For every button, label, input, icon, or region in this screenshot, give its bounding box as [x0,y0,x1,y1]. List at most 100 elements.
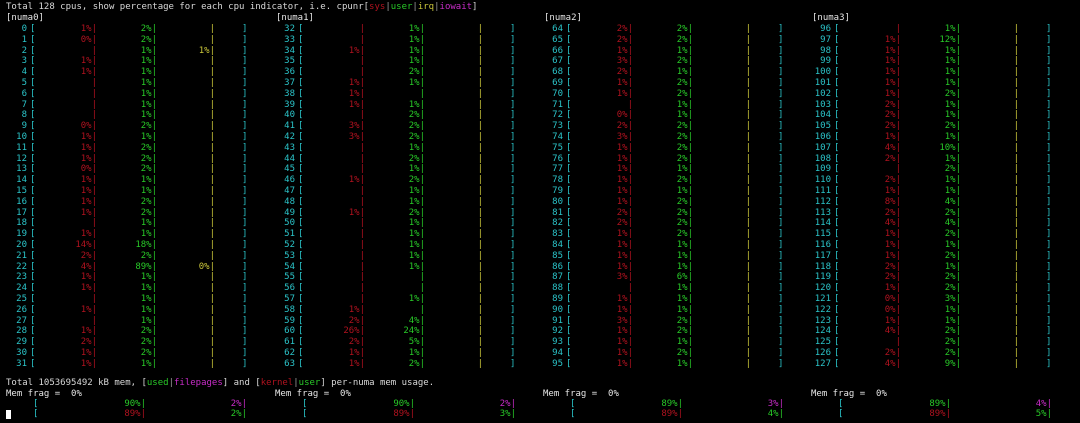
cpu-irq-value: | [745,293,751,304]
cpu-bar-left-bracket: [ [834,250,840,261]
cpu-irq-value: | [1013,175,1019,186]
cpu-user-value: 2%| [408,131,425,142]
cpu-bar-right-bracket: ] [510,239,516,250]
cpu-sys-value: 4%| [80,261,97,272]
cpu-user-value: 2%| [140,337,157,348]
cpu-bar-left-bracket: [ [298,326,304,337]
cpu-sys-value: 1%| [616,164,633,175]
cpu-number: 81 [552,207,563,218]
cpu-number: 121 [814,293,831,304]
cpu-bar-left-bracket: [ [566,34,572,45]
cpu-bar-left-bracket: [ [298,164,304,175]
cpu-sys-value: 1%| [80,67,97,78]
cpu-number: 38 [284,88,295,99]
cpu-legend-line: Total 128 cpus, show percentage for each… [6,2,478,12]
cpu-bar-left-bracket: [ [566,88,572,99]
cpu-number: 104 [814,110,831,121]
cpu-bar-left-bracket: [ [30,304,36,315]
cpu-user-value: 1%| [944,175,961,186]
mem-used-value: 90%| [393,399,415,409]
cpu-user-value: 1%| [140,358,157,369]
cpu-row: 83[1%| 2%| |] [542,229,797,240]
cpu-row: 17[1%| 2%| |] [6,208,261,219]
cpu-row: 18[| 1%| |] [6,218,261,229]
cpu-bar-left-bracket: [ [298,250,304,261]
cpu-number: 78 [552,175,563,186]
cpu-user-value: 2%| [676,153,693,164]
cpu-user-value: 1%| [140,67,157,78]
cpu-sys-value: 1%| [884,56,901,67]
cpu-bar-left-bracket: [ [298,34,304,45]
cpu-row: 116[1%| 1%| |] [810,240,1065,251]
cpu-sys-value: | [91,293,97,304]
cpu-number: 22 [16,261,27,272]
cpu-irq-value: | [1013,272,1019,283]
cpu-irq-value: | [745,45,751,56]
cpu-sys-value: 1%| [348,304,365,315]
cpu-sys-value: 3%| [616,315,633,326]
cpu-irq-value: | [477,218,483,229]
numa0-header: [numa0] [6,13,44,23]
cpu-bar-left-bracket: [ [30,326,36,337]
cpu-user-value: 2%| [676,142,693,153]
cpu-user-value: 4%| [944,218,961,229]
cpu-bar-right-bracket: ] [510,67,516,78]
cpu-row: 122[0%| 1%| |] [810,305,1065,316]
cpu-number: 127 [814,358,831,369]
cpu-sys-value: | [359,34,365,45]
cpu-number: 109 [814,164,831,175]
cpu-row: 74[3%| 2%| |] [542,132,797,143]
cpu-row: 73[2%| 2%| |] [542,121,797,132]
cpu-number: 120 [814,283,831,294]
cpu-irq-value: | [477,121,483,132]
cpu-number: 89 [552,293,563,304]
cpu-bar-left-bracket: [ [298,24,304,34]
cpu-sys-value: 0%| [884,304,901,315]
cpu-bar-left-bracket: [ [566,110,572,121]
cpu-user-value: 2%| [944,88,961,99]
cpu-number: 42 [284,131,295,142]
cpu-bar-left-bracket: [ [566,45,572,56]
cpu-number: 88 [552,283,563,294]
cpu-irq-value: | [477,261,483,272]
cpu-number: 48 [284,196,295,207]
cpu-user-value: 9%| [944,358,961,369]
cpu-number: 12 [16,153,27,164]
legend-user: user [390,2,413,12]
cpu-sys-value: 0%| [80,164,97,175]
cpu-sys-value: 1%| [884,34,901,45]
cpu-row: 32[| 1%| |] [274,24,529,35]
cpu-user-value: 2%| [408,67,425,78]
cpu-bar-left-bracket: [ [566,153,572,164]
cpu-number: 52 [284,239,295,250]
cpu-number: 32 [284,24,295,34]
cpu-irq-value: | [477,99,483,110]
cpu-irq-value: | [745,153,751,164]
cpu-row: 22[4%| 89%| 0%|] [6,262,261,273]
cpu-sys-value: 1%| [616,185,633,196]
cpu-sys-value: 26%| [343,326,365,337]
cpu-bar-right-bracket: ] [242,175,248,186]
cpu-number: 75 [552,142,563,153]
numa2-cpu-list: 64[2%| 2%| |] 65[2%| 2%| |] 66[1%| 1%| |] 67[3%| 2… [542,24,797,370]
mem-filepages-value: 3%| [767,399,784,409]
cpu-user-value: 2%| [944,121,961,132]
cpu-bar-right-bracket: ] [242,67,248,78]
cpu-row: 24[1%| 1%| |] [6,283,261,294]
mem-legend-used: used [146,378,169,388]
cpu-number: 24 [16,283,27,294]
cpu-irq-value: | [1013,110,1019,121]
cpu-row: 58[1%| | |] [274,305,529,316]
cpu-number: 35 [284,56,295,67]
cpu-bar-right-bracket: ] [242,304,248,315]
cpu-bar-left-bracket: [ [298,347,304,358]
cpu-sys-value: 1%| [616,196,633,207]
cpu-bar-left-bracket: [ [298,121,304,132]
cpu-bar-left-bracket: [ [30,337,36,348]
numa2-header: [numa2] [544,13,582,23]
cpu-user-value: 4%| [408,315,425,326]
cpu-irq-value: | [745,77,751,88]
cpu-bar-left-bracket: [ [834,196,840,207]
cpu-irq-value: | [745,121,751,132]
cpu-user-value: 2%| [676,131,693,142]
